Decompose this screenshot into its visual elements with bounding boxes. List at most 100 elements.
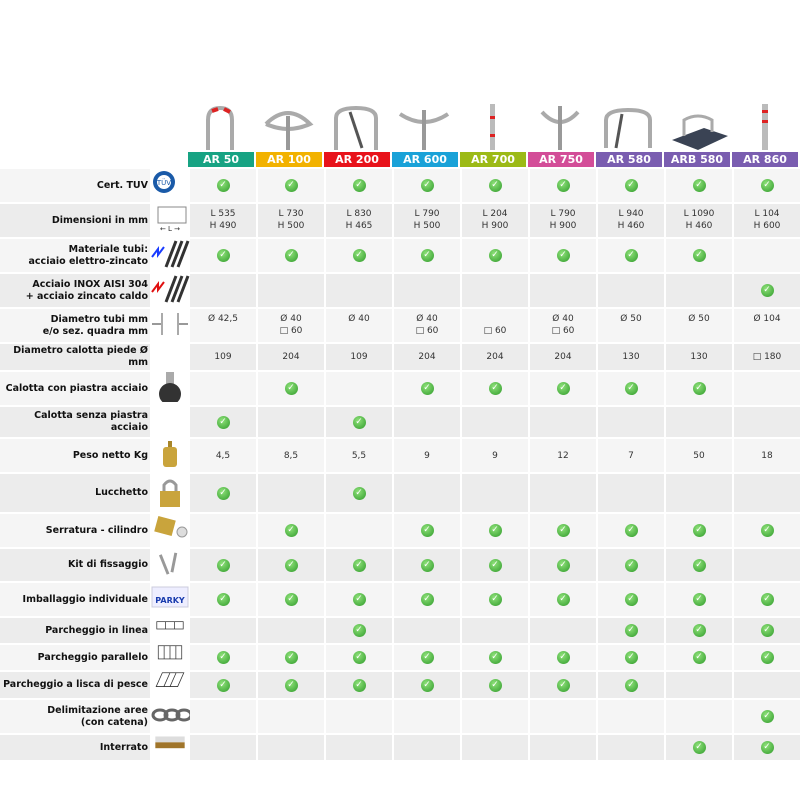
value-text: 109 [214, 352, 232, 362]
value-cell: ✓ [393, 671, 462, 700]
value-cell: ✓ [461, 644, 530, 672]
inline-parking-icon [150, 617, 190, 645]
check-icon: ✓ [760, 179, 774, 192]
table-row: Materiale tubi: acciaio elettro-zincato ✓ ✓… [0, 238, 800, 274]
chain-icon [150, 699, 193, 735]
feature-label-line: Materiale tubi: [68, 243, 148, 255]
product-headers: AR 50 AR 100 AR 200 AR 600 AR 700 AR 750 AR 58… [188, 152, 800, 167]
product-images [188, 100, 800, 152]
table-row: Imballaggio individuale PARKY ✓ ✓ ✓ ✓ ✓ ✓ ✓ ✓ ✓ [0, 582, 800, 618]
empty-icon-cell [150, 343, 190, 372]
value-cell [461, 617, 530, 645]
check-icon: ✓ [488, 678, 502, 692]
feature-label-line: acciaio elettro-zincato [28, 255, 148, 267]
value-line: □ 60 [551, 326, 575, 336]
check-icon: ✓ [352, 558, 366, 572]
value-text: □ 180 [752, 352, 782, 362]
check-icon: ✓ [624, 624, 638, 637]
value-cell [325, 513, 394, 549]
value-cell [665, 273, 734, 309]
value-cell [461, 273, 530, 309]
feature-label: Acciaio INOX AISI 304 + acciaio zincato c… [0, 273, 150, 309]
table-row: Calotta senza piastra acciaio ✓ ✓ [0, 406, 800, 439]
value-cell: ✓ [529, 238, 598, 274]
value-cell: ✓ [461, 671, 530, 700]
product-header: AR 750 [528, 152, 594, 167]
feature-label: Diametro tubi mm e/o sez. quadra mm [0, 308, 150, 344]
value-line: Ø 104 [753, 314, 781, 324]
feature-label: Materiale tubi: acciaio elettro-zincato [0, 238, 150, 274]
table-row: Cert. TUV TÜV ✓ ✓ ✓ ✓ ✓ ✓ ✓ ✓ ✓ [0, 169, 800, 204]
check-icon: ✓ [760, 741, 774, 754]
value-text: 18 [761, 450, 773, 461]
herringbone-parking-icon [150, 671, 190, 700]
value-text: 204 [486, 352, 504, 362]
check-icon: ✓ [556, 382, 570, 395]
value-cell: Ø 40 □ 60 [257, 308, 326, 344]
feature-label-line: Parcheggio a lisca di pesce [3, 679, 148, 690]
check-icon: ✓ [216, 558, 230, 572]
check-icon: ✓ [284, 249, 298, 262]
value-cell [597, 473, 666, 514]
value-cell: □ 60 [461, 308, 530, 344]
value-line: H 600 [753, 221, 781, 231]
table-row: Delimitazione aree (con catena) ✓ [0, 699, 800, 735]
check-icon: ✓ [556, 678, 570, 692]
value-text: 204 [418, 352, 436, 362]
feature-label: Cert. TUV [0, 169, 150, 204]
value-cell [733, 371, 800, 407]
value-text: 130 [690, 352, 708, 362]
value-cell: ✓ [257, 513, 326, 549]
value-cell [665, 671, 734, 700]
check-icon: ✓ [352, 415, 366, 429]
product-image [732, 100, 800, 152]
value-cell: ✓ [393, 238, 462, 274]
value-cell [325, 371, 394, 407]
feature-label-line: + acciaio zincato caldo [25, 290, 148, 302]
check-icon: ✓ [352, 624, 366, 637]
feature-label: Dimensioni in mm [0, 203, 150, 239]
check-icon: ✓ [420, 524, 434, 537]
check-icon: ✓ [352, 179, 366, 192]
check-icon: ✓ [488, 179, 502, 192]
check-icon: ✓ [624, 524, 638, 537]
value-cell: ✓ [529, 582, 598, 618]
value-text: 9 [424, 450, 430, 461]
value-cell: ✓ [190, 406, 258, 439]
table-row: Parcheggio a lisca di pesce ✓ ✓ ✓ ✓ ✓ ✓ ✓ [0, 671, 800, 700]
value-line: H 460 [685, 221, 713, 231]
value-line: H 900 [549, 221, 577, 231]
value-cell: ✓ [665, 238, 734, 274]
value-cell: L 940 H 460 [597, 203, 666, 239]
check-icon: ✓ [488, 382, 502, 395]
value-cell: ✓ [257, 644, 326, 672]
feature-label-line: Calotta senza piastra acciaio [34, 410, 148, 433]
product-image [256, 100, 324, 152]
value-line: H 900 [481, 221, 509, 231]
value-cell: 50 [665, 438, 734, 474]
value-cell [733, 238, 800, 274]
check-icon: ✓ [216, 593, 230, 606]
check-icon: ✓ [556, 179, 570, 192]
value-cell [393, 406, 462, 439]
check-icon: ✓ [352, 486, 366, 500]
check-icon: ✓ [420, 678, 434, 692]
value-cell [393, 273, 462, 309]
product-header: ARB 580 [664, 152, 730, 167]
value-cell [461, 734, 530, 762]
value-line: Ø 40 [348, 314, 370, 324]
feature-label-line: Dimensioni in mm [51, 214, 148, 226]
value-cell [665, 473, 734, 514]
feature-label-line: Calotta con piastra acciaio [5, 382, 148, 394]
check-icon: ✓ [556, 558, 570, 572]
value-line: L 730 [278, 209, 304, 219]
value-cell [257, 734, 326, 762]
check-icon: ✓ [352, 651, 366, 664]
value-text: 5,5 [351, 450, 367, 461]
feature-label-line: Parcheggio in linea [45, 624, 148, 636]
check-icon: ✓ [760, 524, 774, 537]
value-text: 8,5 [283, 450, 299, 461]
value-cell: ✓ [529, 371, 598, 407]
value-cell [461, 473, 530, 514]
check-icon: ✓ [488, 593, 502, 606]
